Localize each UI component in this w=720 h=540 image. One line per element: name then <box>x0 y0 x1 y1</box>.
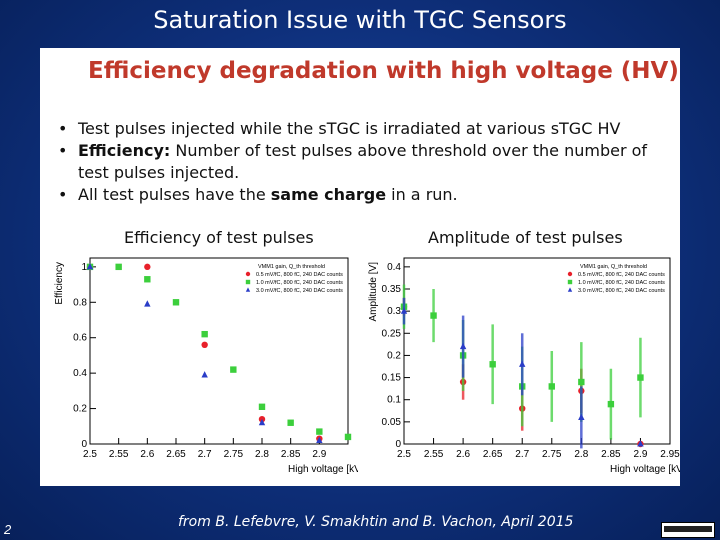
data-point <box>548 383 555 390</box>
plot-frame <box>403 257 671 445</box>
y-tick-label: 0.2 <box>387 350 401 361</box>
x-tick-label: 2.65 <box>166 449 186 460</box>
data-point <box>607 400 615 408</box>
footer-credit: from B. Lefebvre, V. Smakhtin and B. Vac… <box>178 514 574 530</box>
legend-title: VMM1 gain, Q_th threshold <box>580 264 647 270</box>
page-number: 2 <box>4 522 12 537</box>
efficiency-plot-title: Efficiency of test pulses <box>124 228 314 247</box>
x-tick-label: 2.6 <box>140 449 154 460</box>
content-panel: Efficiency degradation with high voltage… <box>40 48 680 486</box>
plot-frame <box>89 257 349 445</box>
panel-title: Efficiency degradation with high voltage… <box>88 58 679 84</box>
data-point <box>430 312 437 319</box>
y-tick-label: 0.4 <box>387 262 401 273</box>
x-tick-label: 2.75 <box>542 449 562 460</box>
lab-logo <box>661 522 715 538</box>
x-axis-label: High voltage [kV] <box>288 464 358 475</box>
legend-entry: 3.0 mV/fC, 800 fC, 240 DAC counts <box>578 288 665 294</box>
x-tick-label: 2.55 <box>109 449 129 460</box>
data-point <box>316 436 323 444</box>
bullet-item: Efficiency: Number of test pulses above … <box>58 140 658 184</box>
x-tick-label: 2.8 <box>255 449 269 460</box>
amplitude-plot: 2.5 2.55 2.6 2.65 2.7 2.75 2.8 2.85 2.9 2.95 0 0.05… <box>368 257 680 475</box>
y-axis-label: Amplitude [V] <box>368 262 379 322</box>
x-tick-label: 2.55 <box>424 449 444 460</box>
x-tick-label: 2.85 <box>601 449 621 460</box>
data-point <box>230 366 237 373</box>
data-point <box>578 378 585 386</box>
y-tick-label: 0.3 <box>387 306 401 317</box>
legend-entry: 0.5 mV/fC, 800 fC, 240 DAC counts <box>578 272 665 278</box>
y-tick-label: 0 <box>81 439 87 450</box>
legend-marker <box>567 279 573 285</box>
data-point <box>519 360 526 367</box>
y-tick-label: 0.25 <box>382 328 402 339</box>
data-point <box>578 413 585 420</box>
data-point <box>144 276 151 283</box>
x-tick-label: 2.9 <box>312 449 326 460</box>
legend-entry: 0.5 mV/fC, 800 fC, 240 DAC counts <box>256 272 343 278</box>
slide-title: Saturation Issue with TGC Sensors <box>153 6 567 34</box>
data-point <box>201 330 208 338</box>
y-tick-label: 0.8 <box>73 297 87 308</box>
data-point <box>144 263 151 271</box>
y-tick-label: 0.2 <box>73 404 87 415</box>
legend-marker <box>567 271 573 277</box>
x-tick-label: 2.9 <box>633 449 647 460</box>
data-point <box>489 361 496 368</box>
data-point <box>201 341 208 348</box>
legend-entry: 1.0 mV/fC, 800 fC, 240 DAC counts <box>256 280 343 286</box>
data-point <box>258 403 266 410</box>
y-tick-label: 0 <box>395 439 401 450</box>
data-point <box>258 418 266 426</box>
data-point <box>287 419 294 426</box>
efficiency-plot: 2.5 2.55 2.6 2.65 2.7 2.75 2.8 2.85 2.9 0 0.2 0.4 0.… <box>54 257 358 475</box>
y-tick-label: 0.1 <box>387 395 401 406</box>
x-tick-label: 2.7 <box>198 449 212 460</box>
y-tick-label: 0.6 <box>73 333 87 344</box>
bullet-list: Test pulses injected while the sTGC is i… <box>58 118 658 206</box>
legend-entry: 3.0 mV/fC, 800 fC, 240 DAC counts <box>256 288 343 294</box>
bullet-item: All test pulses have the same charge in … <box>58 184 658 206</box>
data-point <box>115 263 122 271</box>
y-tick-label: 0.05 <box>382 417 402 428</box>
amplitude-plot-title: Amplitude of test pulses <box>428 228 623 247</box>
data-point <box>316 428 323 435</box>
y-tick-label: 0.35 <box>382 284 402 295</box>
data-point <box>172 299 180 306</box>
data-point <box>637 374 644 381</box>
x-tick-label: 2.7 <box>515 449 529 460</box>
x-tick-label: 2.75 <box>224 449 244 460</box>
y-tick-label: 0.15 <box>382 373 402 384</box>
x-axis-label: High voltage [kV] <box>610 464 680 475</box>
data-point <box>400 307 408 314</box>
x-tick-label: 2.5 <box>397 449 411 460</box>
legend-marker <box>245 271 251 277</box>
x-tick-label: 2.8 <box>574 449 588 460</box>
legend-marker <box>567 287 573 292</box>
x-tick-label: 2.95 <box>660 449 680 460</box>
data-point <box>637 440 644 447</box>
data-point <box>144 300 151 307</box>
bullet-item: Test pulses injected while the sTGC is i… <box>58 118 658 140</box>
x-tick-label: 2.5 <box>83 449 97 460</box>
y-axis-label: Efficiency <box>54 262 65 305</box>
x-tick-label: 2.65 <box>483 449 503 460</box>
data-point <box>86 263 94 270</box>
legend-marker <box>245 287 251 292</box>
data-point <box>201 371 208 378</box>
legend-title: VMM1 gain, Q_th threshold <box>258 264 325 270</box>
data-point <box>344 433 352 441</box>
y-tick-label: 1 <box>81 262 87 273</box>
x-tick-label: 2.6 <box>456 449 470 460</box>
x-tick-label: 2.85 <box>281 449 301 460</box>
legend-entry: 1.0 mV/fC, 800 fC, 240 DAC counts <box>578 280 665 286</box>
y-tick-label: 0.4 <box>73 368 87 379</box>
data-point <box>459 342 467 350</box>
legend-marker <box>245 279 251 285</box>
